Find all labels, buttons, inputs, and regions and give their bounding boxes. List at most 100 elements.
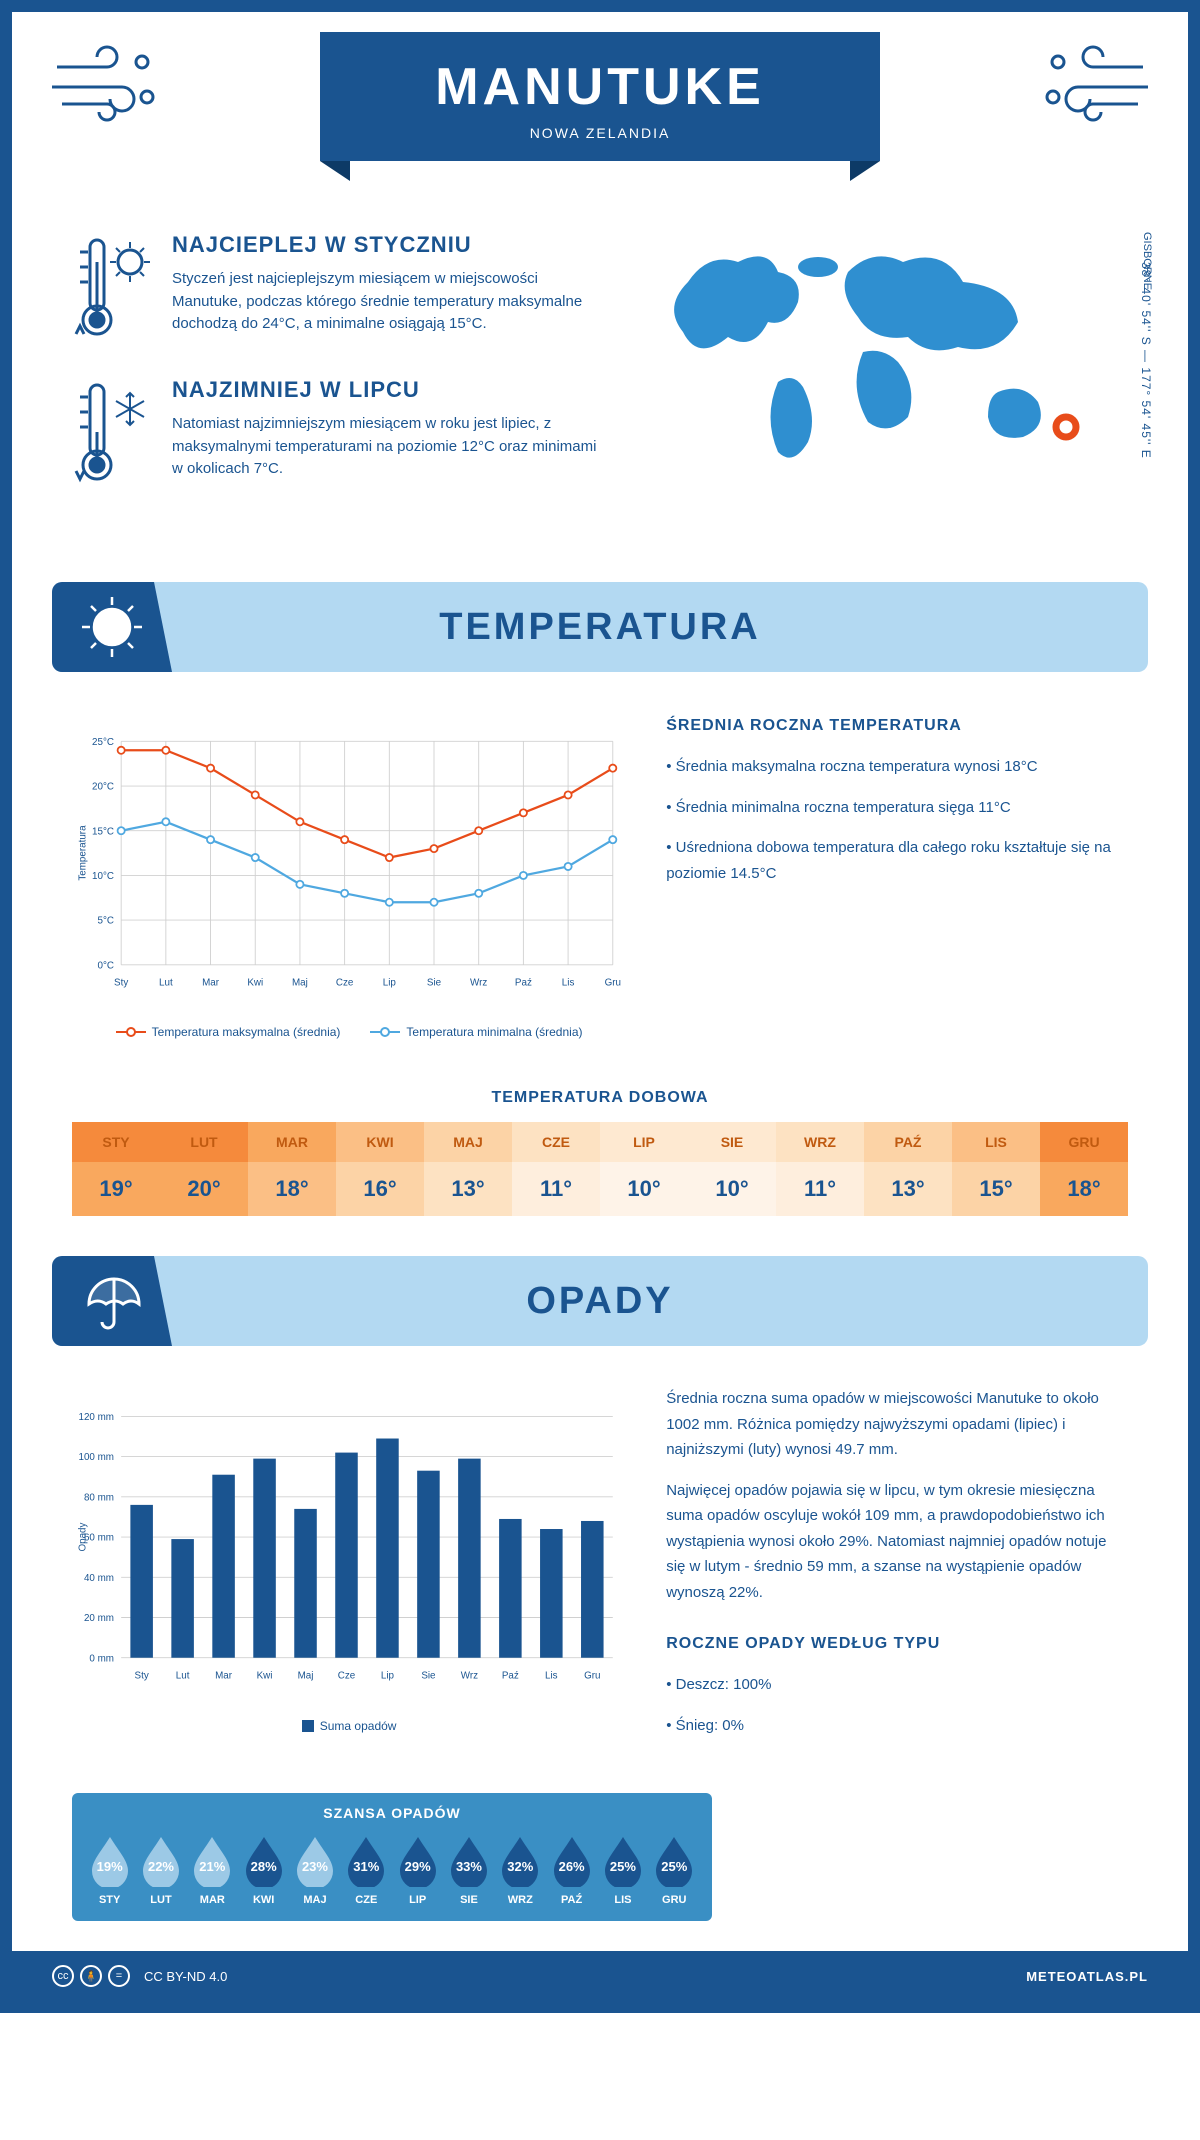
svg-text:Cze: Cze <box>336 977 354 988</box>
chance-cell: 31% CZE <box>344 1833 389 1906</box>
chance-cell: 25% LIS <box>600 1833 645 1906</box>
svg-text:Kwi: Kwi <box>257 1670 273 1681</box>
chance-row: 19% STY 22% LUT 21% MAR <box>87 1833 697 1906</box>
svg-text:Gru: Gru <box>605 977 621 988</box>
svg-text:Paź: Paź <box>515 977 532 988</box>
svg-text:20°C: 20°C <box>92 782 114 793</box>
temperature-summary: ŚREDNIA ROCZNA TEMPERATURA • Średnia mak… <box>666 712 1128 1039</box>
svg-text:80 mm: 80 mm <box>84 1492 114 1503</box>
sun-icon <box>52 582 172 672</box>
svg-text:Sty: Sty <box>135 1670 149 1681</box>
precipitation-summary: Średnia roczna suma opadów w miejscowośc… <box>666 1386 1128 1753</box>
svg-text:0 mm: 0 mm <box>89 1653 114 1664</box>
temp-summary-heading: ŚREDNIA ROCZNA TEMPERATURA <box>666 712 1128 739</box>
header-banner: MANUTUKE NOWA ZELANDIA <box>320 32 880 161</box>
chance-title: SZANSA OPADÓW <box>87 1805 697 1821</box>
svg-text:Opady: Opady <box>77 1523 88 1552</box>
daily-cell: LIS 15° <box>952 1122 1040 1216</box>
precip-chance-panel: SZANSA OPADÓW 19% STY 22% LUT <box>72 1793 712 1921</box>
precipitation-header: OPADY <box>52 1256 1148 1346</box>
svg-text:Maj: Maj <box>298 1670 314 1681</box>
svg-text:Gru: Gru <box>584 1670 600 1681</box>
chance-cell: 22% LUT <box>138 1833 183 1906</box>
daily-cell: SIE 10° <box>688 1122 776 1216</box>
svg-text:Kwi: Kwi <box>247 977 263 988</box>
precip-para: Najwięcej opadów pojawia się w lipcu, w … <box>666 1478 1128 1606</box>
country-name: NOWA ZELANDIA <box>340 125 860 141</box>
license-text: CC BY-ND 4.0 <box>144 1969 227 1984</box>
daily-temp-title: TEMPERATURA DOBOWA <box>12 1089 1188 1107</box>
daily-temp-table: STY 19° LUT 20° MAR 18° KWI 16° MAJ 13° … <box>72 1122 1128 1216</box>
svg-text:Lut: Lut <box>176 1670 190 1681</box>
svg-text:100 mm: 100 mm <box>78 1452 114 1463</box>
svg-text:Cze: Cze <box>338 1670 356 1681</box>
location-marker <box>1056 417 1076 437</box>
precip-type-bullet: • Śnieg: 0% <box>666 1713 1128 1739</box>
legend-precip: Suma opadów <box>302 1719 397 1733</box>
wind-icon <box>1038 42 1148 146</box>
temperature-header: TEMPERATURA <box>52 582 1148 672</box>
daily-cell: MAJ 13° <box>424 1122 512 1216</box>
coldest-title: NAJZIMNIEJ W LIPCU <box>172 377 608 403</box>
legend-max: Temperatura maksymalna (średnia) <box>116 1025 341 1039</box>
svg-text:Lip: Lip <box>381 1670 395 1681</box>
svg-text:Sie: Sie <box>427 977 442 988</box>
intro-section: NAJCIEPLEJ W STYCZNIU Styczeń jest najci… <box>12 212 1188 562</box>
daily-cell: WRZ 11° <box>776 1122 864 1216</box>
svg-text:120 mm: 120 mm <box>78 1412 114 1423</box>
by-icon: 🧍 <box>80 1965 102 1987</box>
chance-cell: 32% WRZ <box>498 1833 543 1906</box>
svg-text:10°C: 10°C <box>92 871 114 882</box>
svg-text:0°C: 0°C <box>98 960 115 971</box>
chance-cell: 25% GRU <box>652 1833 697 1906</box>
wind-icon <box>52 42 162 146</box>
svg-text:Mar: Mar <box>215 1670 233 1681</box>
svg-text:Paź: Paź <box>502 1670 519 1681</box>
svg-text:Lut: Lut <box>159 977 173 988</box>
svg-text:25°C: 25°C <box>92 737 114 748</box>
warmest-title: NAJCIEPLEJ W STYCZNIU <box>172 232 608 258</box>
header: MANUTUKE NOWA ZELANDIA <box>12 12 1188 212</box>
precip-type-heading: ROCZNE OPADY WEDŁUG TYPU <box>666 1630 1128 1657</box>
svg-text:Wrz: Wrz <box>461 1670 478 1681</box>
license-block: cc 🧍 = CC BY-ND 4.0 <box>52 1965 227 1987</box>
daily-cell: GRU 18° <box>1040 1122 1128 1216</box>
warmest-text: Styczeń jest najcieplejszym miesiącem w … <box>172 268 608 336</box>
precipitation-body: 0 mm 20 mm 40 mm 60 mm 80 mm 100 mm 120 mm Opad… <box>12 1366 1188 1773</box>
daily-cell: PAŹ 13° <box>864 1122 952 1216</box>
nd-icon: = <box>108 1965 130 1987</box>
chance-cell: 21% MAR <box>190 1833 235 1906</box>
cc-icon: cc <box>52 1965 74 1987</box>
temperature-legend: Temperatura maksymalna (średnia) Tempera… <box>72 1025 626 1039</box>
svg-text:20 mm: 20 mm <box>84 1613 114 1624</box>
daily-cell: MAR 18° <box>248 1122 336 1216</box>
precipitation-chart: 0 mm 20 mm 40 mm 60 mm 80 mm 100 mm 120 mm Opad… <box>72 1386 626 1753</box>
precip-legend: Suma opadów <box>72 1719 626 1733</box>
chance-cell: 28% KWI <box>241 1833 286 1906</box>
chance-cell: 33% SIE <box>446 1833 491 1906</box>
warmest-block: NAJCIEPLEJ W STYCZNIU Styczeń jest najci… <box>72 232 608 347</box>
daily-cell: CZE 11° <box>512 1122 600 1216</box>
thermometer-sun-icon <box>72 232 152 347</box>
svg-text:Maj: Maj <box>292 977 308 988</box>
svg-text:60 mm: 60 mm <box>84 1533 114 1544</box>
precip-para: Średnia roczna suma opadów w miejscowośc… <box>666 1386 1128 1463</box>
chance-cell: 26% PAŹ <box>549 1833 594 1906</box>
precip-type-bullet: • Deszcz: 100% <box>666 1672 1128 1698</box>
svg-text:Sie: Sie <box>421 1670 436 1681</box>
svg-text:40 mm: 40 mm <box>84 1573 114 1584</box>
svg-text:Wrz: Wrz <box>470 977 487 988</box>
temperature-chart: 0°C5°C10°C15°C20°C25°CStyLutMarKwiMajCze… <box>72 712 626 1039</box>
coordinates: 38° 40' 54'' S — 177° 54' 45'' E <box>1139 262 1153 459</box>
thermometer-snow-icon <box>72 377 152 492</box>
umbrella-icon <box>52 1256 172 1346</box>
daily-cell: KWI 16° <box>336 1122 424 1216</box>
page: MANUTUKE NOWA ZELANDIA <box>0 0 1200 2013</box>
site-name: METEOATLAS.PL <box>1026 1969 1148 1984</box>
precipitation-title: OPADY <box>172 1280 1148 1323</box>
svg-text:Mar: Mar <box>202 977 220 988</box>
chance-cell: 29% LIP <box>395 1833 440 1906</box>
chance-cell: 19% STY <box>87 1833 132 1906</box>
daily-cell: LUT 20° <box>160 1122 248 1216</box>
intro-left: NAJCIEPLEJ W STYCZNIU Styczeń jest najci… <box>72 232 608 522</box>
